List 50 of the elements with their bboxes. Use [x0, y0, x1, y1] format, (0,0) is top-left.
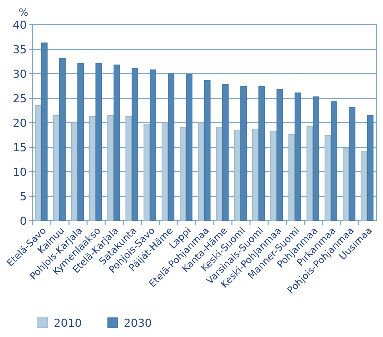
y-tick-label: 40: [13, 18, 27, 32]
y-tick-label: 5: [20, 190, 27, 204]
bar: [306, 126, 314, 222]
bar: [90, 116, 96, 222]
bar: [294, 92, 302, 222]
bar: [222, 84, 229, 222]
y-axis-title: %: [19, 8, 29, 19]
bar: [78, 63, 84, 222]
bar: [361, 151, 368, 222]
bar: [41, 42, 48, 222]
bar: [324, 135, 332, 222]
bar: [240, 86, 247, 222]
bar: [204, 80, 211, 222]
bar: [114, 64, 120, 222]
bar: [144, 124, 150, 222]
y-tick-label: 30: [13, 68, 27, 81]
bar: [180, 128, 186, 222]
bar: [288, 134, 296, 222]
y-tick-label: 0: [20, 214, 27, 228]
bar: [35, 106, 42, 222]
bar: [132, 68, 138, 222]
y-tick-label: 25: [13, 92, 27, 106]
legend-label: 2030: [124, 316, 152, 330]
y-tick-label: 35: [13, 43, 27, 56]
bar: [270, 130, 277, 222]
bar: [53, 115, 60, 222]
bar: [331, 102, 338, 222]
bar: [312, 96, 320, 222]
y-tick-label: 20: [13, 116, 27, 130]
bar: [349, 107, 356, 222]
bar: [234, 130, 241, 222]
bar: [252, 129, 259, 222]
bar: [276, 89, 284, 222]
y-tick-label: 10: [13, 166, 27, 179]
bar: [198, 122, 205, 222]
bar: [342, 148, 350, 222]
bar: [108, 115, 114, 222]
bar: [258, 86, 266, 222]
bar: [367, 115, 374, 222]
bar: [60, 58, 66, 222]
bar: [126, 116, 132, 222]
bar: [186, 74, 193, 222]
legend-label: 2010: [54, 316, 82, 330]
bar: [150, 70, 156, 222]
bar: [96, 63, 102, 222]
bar: [168, 74, 175, 222]
bar: [216, 127, 223, 222]
bar: [162, 122, 168, 222]
bar: [71, 122, 78, 222]
y-tick-label: 15: [13, 141, 27, 154]
